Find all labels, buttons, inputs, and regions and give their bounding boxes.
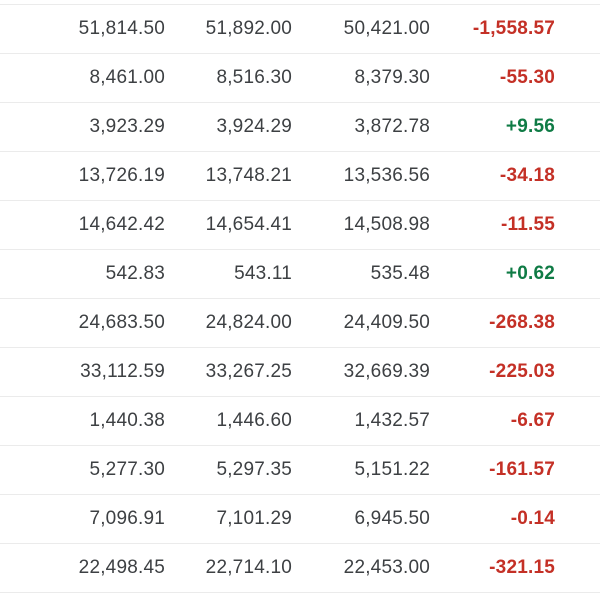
high-cell: 7,101.29 (216, 508, 292, 529)
high-cell: 14,654.41 (205, 214, 292, 235)
value-cell: 1,440.38 (89, 410, 165, 431)
value-cell: 8,461.00 (89, 67, 165, 88)
high-cell: 22,714.10 (205, 557, 292, 578)
low-cell: 6,945.50 (354, 508, 430, 529)
value-cell: 24,683.50 (78, 312, 165, 333)
table-row[interactable]: 51,814.50 51,892.00 50,421.00 -1,558.57 (0, 5, 600, 54)
table-row[interactable]: 14,642.42 14,654.41 14,508.98 -11.55 (0, 201, 600, 250)
change-cell: -55.30 (499, 67, 555, 88)
change-cell: -0.14 (510, 508, 555, 529)
high-cell: 3,924.29 (216, 116, 292, 137)
low-cell: 8,379.30 (354, 67, 430, 88)
low-cell: 32,669.39 (343, 361, 430, 382)
high-cell: 543.11 (234, 263, 292, 284)
change-cell: +0.62 (505, 263, 555, 284)
low-cell: 24,409.50 (343, 312, 430, 333)
partial-row-bottom (0, 593, 600, 600)
low-cell: 5,151.22 (354, 459, 430, 480)
high-cell: 5,297.35 (216, 459, 292, 480)
value-cell: 51,814.50 (78, 18, 165, 39)
value-cell: 7,096.91 (89, 508, 165, 529)
high-cell: 1,446.60 (216, 410, 292, 431)
table-row[interactable]: 8,461.00 8,516.30 8,379.30 -55.30 (0, 54, 600, 103)
table-row[interactable]: 5,277.30 5,297.35 5,151.22 -161.57 (0, 446, 600, 495)
partial-row-top (0, 0, 600, 5)
table-row[interactable]: 33,112.59 33,267.25 32,669.39 -225.03 (0, 348, 600, 397)
change-cell: -225.03 (489, 361, 555, 382)
change-cell: -1,558.57 (472, 18, 555, 39)
table-row[interactable]: 22,498.45 22,714.10 22,453.00 -321.15 (0, 544, 600, 593)
value-cell: 13,726.19 (78, 165, 165, 186)
change-cell: -268.38 (489, 312, 555, 333)
table-row[interactable]: 542.83 543.11 535.48 +0.62 (0, 250, 600, 299)
table-row[interactable]: 24,683.50 24,824.00 24,409.50 -268.38 (0, 299, 600, 348)
high-cell: 13,748.21 (205, 165, 292, 186)
low-cell: 22,453.00 (343, 557, 430, 578)
table-row[interactable]: 3,923.29 3,924.29 3,872.78 +9.56 (0, 103, 600, 152)
low-cell: 535.48 (370, 263, 430, 284)
value-cell: 542.83 (105, 263, 165, 284)
table-row[interactable]: 1,440.38 1,446.60 1,432.57 -6.67 (0, 397, 600, 446)
high-cell: 8,516.30 (216, 67, 292, 88)
value-cell: 33,112.59 (80, 361, 165, 382)
change-cell: -161.57 (489, 459, 555, 480)
high-cell: 24,824.00 (205, 312, 292, 333)
high-cell: 51,892.00 (205, 18, 292, 39)
value-cell: 14,642.42 (78, 214, 165, 235)
change-cell: -34.18 (499, 165, 555, 186)
change-cell: -6.67 (510, 410, 555, 431)
value-cell: 3,923.29 (89, 116, 165, 137)
value-cell: 5,277.30 (89, 459, 165, 480)
low-cell: 14,508.98 (343, 214, 430, 235)
low-cell: 1,432.57 (354, 410, 430, 431)
change-cell: -321.15 (489, 557, 555, 578)
table-row[interactable]: 7,096.91 7,101.29 6,945.50 -0.14 (0, 495, 600, 544)
low-cell: 13,536.56 (343, 165, 430, 186)
low-cell: 3,872.78 (354, 116, 430, 137)
high-cell: 33,267.25 (205, 361, 292, 382)
value-cell: 22,498.45 (78, 557, 165, 578)
table-row[interactable]: 13,726.19 13,748.21 13,536.56 -34.18 (0, 152, 600, 201)
low-cell: 50,421.00 (343, 18, 430, 39)
change-cell: -11.55 (500, 214, 555, 235)
change-cell: +9.56 (505, 116, 555, 137)
